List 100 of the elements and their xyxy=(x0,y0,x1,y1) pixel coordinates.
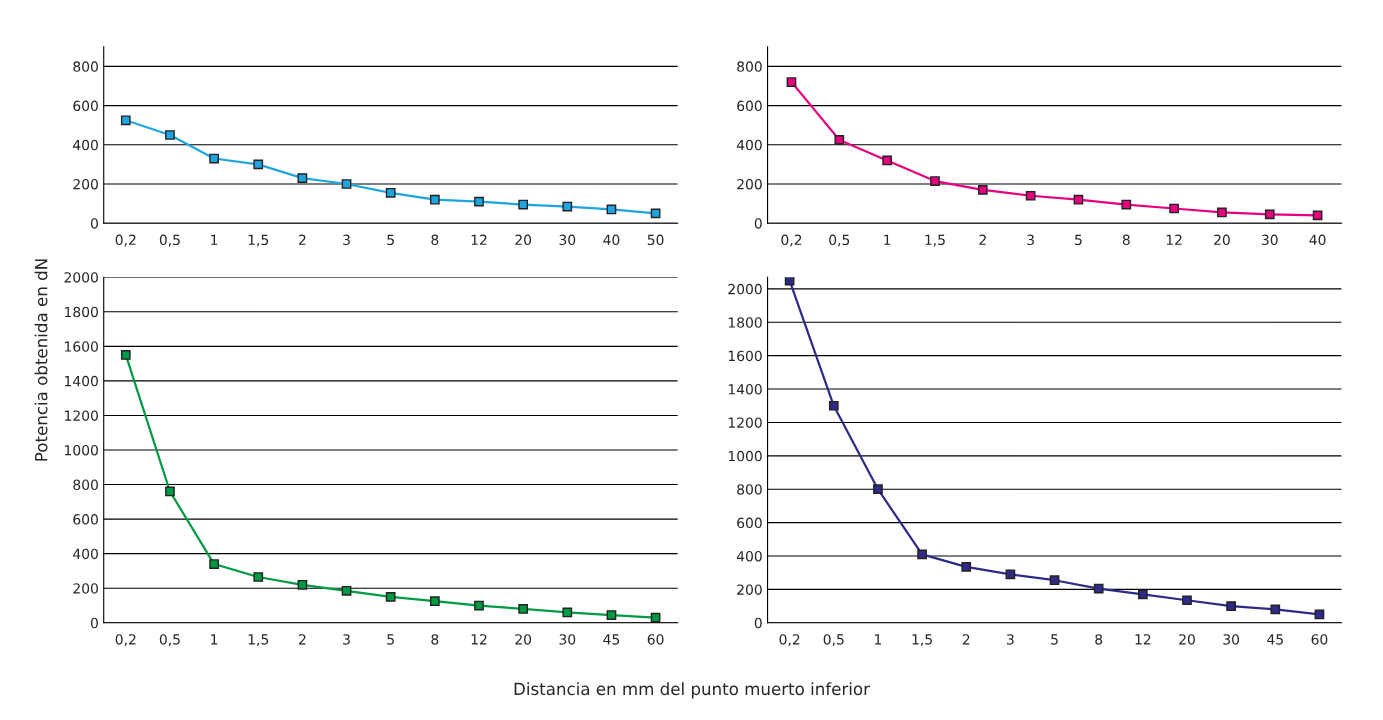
point xyxy=(1217,207,1227,218)
point xyxy=(786,77,797,87)
x-tick-label: 3 xyxy=(1027,234,1034,246)
point xyxy=(1049,575,1060,586)
x-tick-label: 12 xyxy=(1166,234,1182,245)
x-tick-label: 2 xyxy=(962,634,970,645)
point xyxy=(917,549,927,560)
y-tick-label: 400 xyxy=(73,139,98,151)
x-tick-label: 8 xyxy=(431,234,439,246)
y-tick-label: 1000 xyxy=(728,450,762,462)
y-tick-label: 600 xyxy=(73,100,98,112)
y-tick-label: 800 xyxy=(737,61,762,72)
y-tick-label: 2000 xyxy=(728,283,762,295)
x-tick-label: 45 xyxy=(603,634,620,645)
y-tick-label: 200 xyxy=(737,584,762,595)
x-tick-label: 0,5 xyxy=(159,234,180,247)
point xyxy=(882,155,892,166)
point xyxy=(977,185,988,195)
x-tick-label: 60 xyxy=(1311,634,1328,645)
point xyxy=(341,179,352,189)
y-axis-title: Potencia obtenida en dN xyxy=(34,259,48,461)
x-tick-label: 40 xyxy=(1309,234,1326,246)
y-tick-label: 800 xyxy=(73,61,98,72)
x-tick-label: 12 xyxy=(471,634,487,645)
point xyxy=(873,484,883,495)
point xyxy=(562,607,573,618)
point xyxy=(1312,210,1323,221)
y-tick-label: 200 xyxy=(737,178,762,190)
x-tick-label: 60 xyxy=(647,634,664,645)
point xyxy=(341,585,352,596)
point xyxy=(253,572,264,582)
point xyxy=(828,400,839,411)
point xyxy=(297,579,308,590)
y-tick-label: 2000 xyxy=(64,272,98,283)
y-tick-label: 400 xyxy=(73,548,98,560)
x-tick-label: 5 xyxy=(387,234,394,246)
x-tick-label: 1 xyxy=(884,234,891,245)
x-tick-label: 1 xyxy=(211,634,218,645)
x-tick-label: 1 xyxy=(875,634,882,645)
point xyxy=(1121,199,1132,210)
x-tick-label: 50 xyxy=(647,234,664,246)
point xyxy=(474,196,484,207)
point xyxy=(1270,604,1281,615)
x-tick-label: 0,2 xyxy=(115,634,136,647)
point xyxy=(1264,209,1275,220)
y-tick-label: 0 xyxy=(754,617,762,629)
x-tick-label: 20 xyxy=(1179,634,1195,645)
point xyxy=(606,610,617,620)
x-tick-label: 0,2 xyxy=(781,234,802,247)
x-tick-label: 8 xyxy=(1122,234,1130,246)
y-tick-label: 600 xyxy=(737,517,762,529)
point xyxy=(1169,203,1179,214)
x-tick-label: 0,5 xyxy=(159,634,180,647)
point xyxy=(1182,595,1192,606)
x-tick-label: 1,5 xyxy=(912,634,932,647)
x-tick-label: 3 xyxy=(343,234,350,246)
x-tick-label: 2 xyxy=(299,634,306,645)
x-tick-label: 0,2 xyxy=(779,634,800,647)
point xyxy=(1025,190,1036,201)
point xyxy=(253,159,264,170)
x-tick-label: 30 xyxy=(559,634,576,645)
y-tick-label: 0 xyxy=(90,218,98,229)
x-tick-label: 20 xyxy=(1214,234,1230,246)
point xyxy=(1093,583,1104,594)
point xyxy=(930,176,940,186)
point xyxy=(834,135,845,145)
y-tick-label: 1600 xyxy=(728,350,762,362)
y-tick-label: 1400 xyxy=(728,384,762,395)
x-tick-label: 30 xyxy=(1223,634,1240,645)
point xyxy=(120,350,131,360)
point xyxy=(165,486,175,497)
point xyxy=(518,604,529,614)
point xyxy=(474,600,484,611)
point xyxy=(1226,601,1236,611)
point xyxy=(1073,194,1084,205)
x-tick-label: 45 xyxy=(1267,634,1283,645)
y-tick-label: 1200 xyxy=(728,417,762,428)
y-tick-label: 800 xyxy=(73,479,98,491)
y-tick-label: 800 xyxy=(737,484,762,495)
x-tick-label: 5 xyxy=(1075,234,1082,246)
point xyxy=(297,173,308,183)
x-tick-label: 2 xyxy=(299,234,306,245)
point xyxy=(429,194,440,205)
x-tick-label: 3 xyxy=(1007,634,1014,645)
point xyxy=(1137,589,1148,600)
point xyxy=(961,562,972,572)
point xyxy=(165,130,175,140)
x-tick-label: 1 xyxy=(211,234,218,245)
y-tick-label: 400 xyxy=(736,139,762,151)
y-tick-label: 1400 xyxy=(65,375,98,387)
y-tick-label: 0 xyxy=(754,218,762,229)
x-tick-label: 12 xyxy=(471,234,487,245)
x-axis-title: Distancia en mm del punto muerto inferior xyxy=(514,682,870,699)
x-tick-label: 0,5 xyxy=(823,634,844,647)
x-tick-label: 0,5 xyxy=(829,234,850,247)
x-tick-label: 40 xyxy=(603,234,620,246)
x-tick-label: 8 xyxy=(1095,634,1103,645)
x-tick-label: 1,5 xyxy=(248,234,269,247)
x-tick-label: 2 xyxy=(979,234,986,245)
x-tick-label: 20 xyxy=(515,234,532,246)
